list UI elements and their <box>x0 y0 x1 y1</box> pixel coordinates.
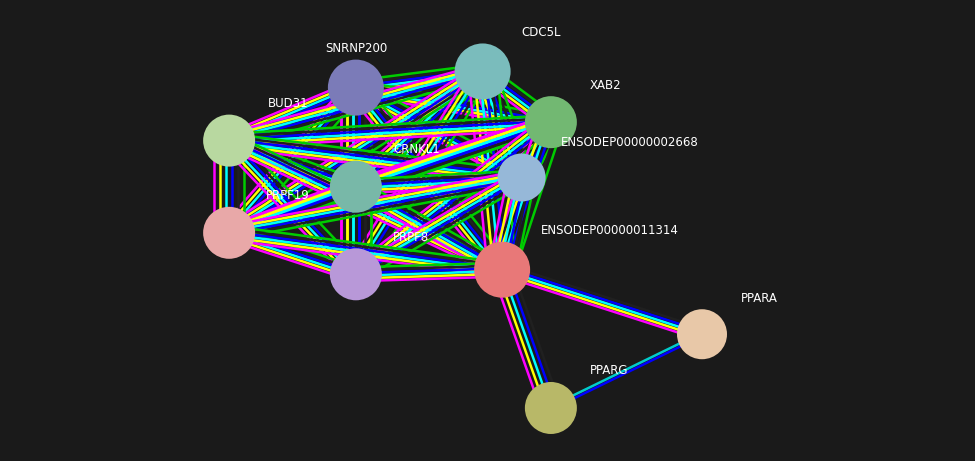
Text: PPARG: PPARG <box>590 364 628 378</box>
Text: CDC5L: CDC5L <box>522 26 562 39</box>
Ellipse shape <box>497 154 546 201</box>
Text: ENSODEP00000011314: ENSODEP00000011314 <box>541 224 679 237</box>
Ellipse shape <box>330 161 382 213</box>
Ellipse shape <box>339 257 372 291</box>
Text: SNRNP200: SNRNP200 <box>325 42 387 55</box>
Ellipse shape <box>685 318 719 350</box>
Ellipse shape <box>328 59 384 116</box>
Text: PRPF19: PRPF19 <box>266 189 310 202</box>
Ellipse shape <box>525 96 577 148</box>
Text: CRNKL1: CRNKL1 <box>393 143 440 156</box>
Text: BUD31: BUD31 <box>268 97 309 110</box>
Ellipse shape <box>203 207 255 259</box>
Ellipse shape <box>454 43 511 100</box>
Ellipse shape <box>330 248 382 300</box>
Ellipse shape <box>534 105 567 139</box>
Ellipse shape <box>464 53 501 89</box>
Ellipse shape <box>213 124 246 158</box>
Ellipse shape <box>525 382 577 434</box>
Ellipse shape <box>474 242 530 298</box>
Text: PRPF8: PRPF8 <box>393 230 429 244</box>
Text: XAB2: XAB2 <box>590 78 621 92</box>
Ellipse shape <box>506 162 537 193</box>
Ellipse shape <box>337 70 374 106</box>
Ellipse shape <box>677 309 727 359</box>
Ellipse shape <box>339 170 372 204</box>
Ellipse shape <box>484 252 521 288</box>
Ellipse shape <box>213 216 246 250</box>
Text: PPARA: PPARA <box>741 292 778 305</box>
Ellipse shape <box>203 115 255 166</box>
Ellipse shape <box>534 391 567 425</box>
Text: ENSODEP00000002668: ENSODEP00000002668 <box>561 136 698 149</box>
